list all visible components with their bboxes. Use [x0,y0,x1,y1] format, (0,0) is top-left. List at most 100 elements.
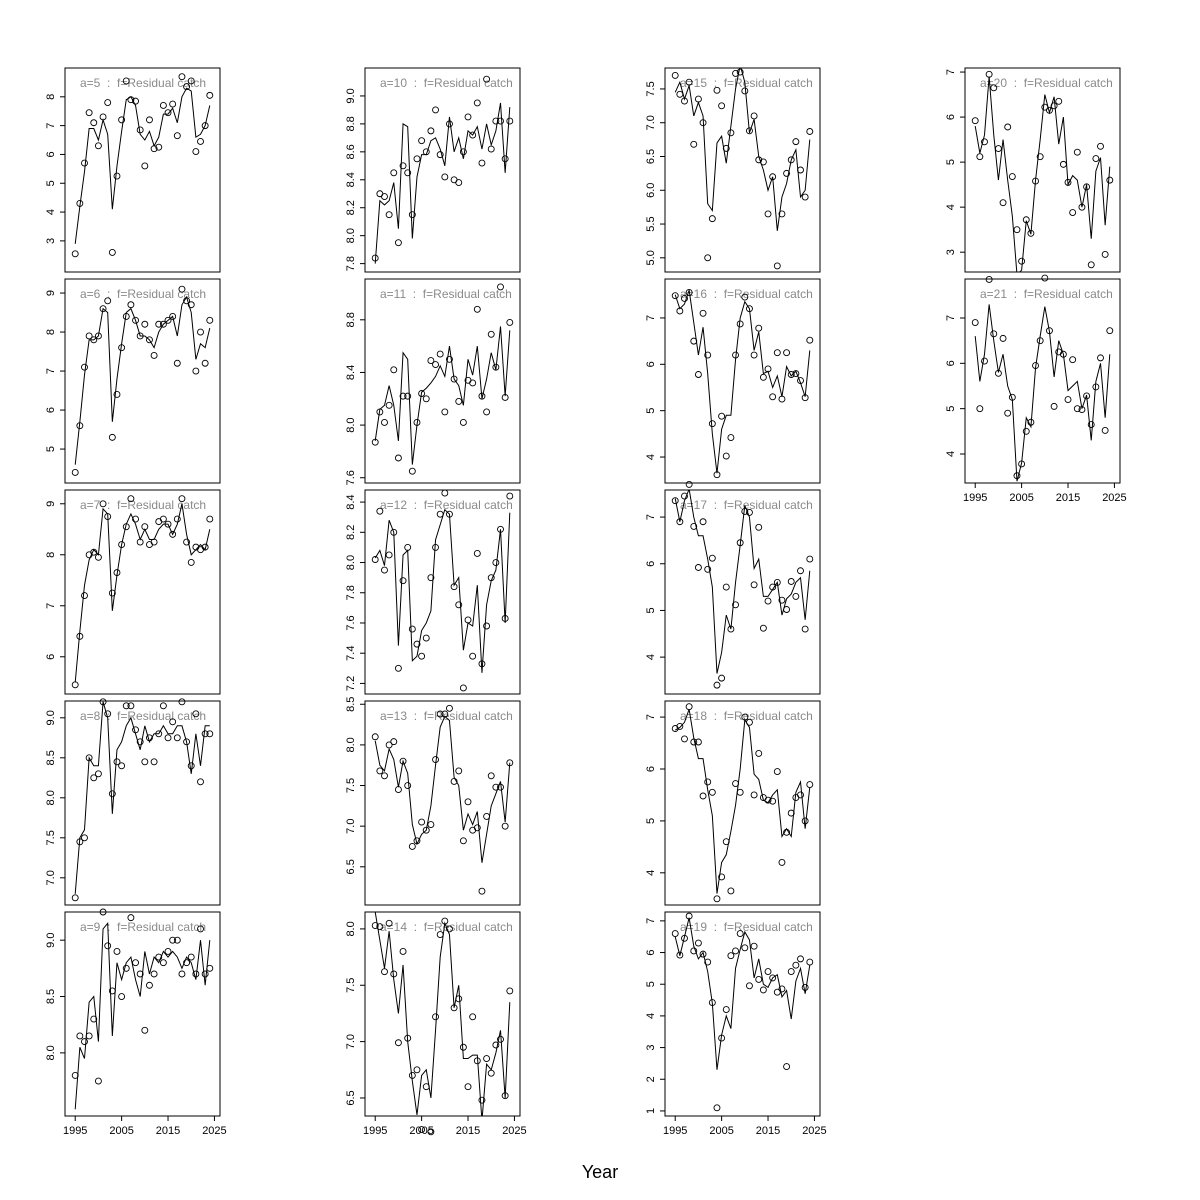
data-point [441,489,449,497]
plot-frame [64,700,221,906]
data-point [473,99,481,107]
fitted-line [74,87,211,244]
y-tick-label: 7.0 [45,870,57,885]
data-point [801,983,809,991]
data-point [473,550,481,557]
y-tick-label: 7 [645,714,657,720]
data-point [685,288,693,296]
data-point [118,762,126,770]
panel: a=6 : f=Residual catch 5 6 7 8 9 [45,278,221,484]
data-point [159,959,167,967]
data-point [141,162,149,170]
y-tick-label: 8.0 [345,417,357,432]
data-point [146,336,153,344]
data-point [1064,396,1072,404]
data-point [801,625,809,633]
data-point [769,974,777,982]
data-point [778,395,786,403]
panel-title: a=6 : f=Residual catch [80,287,206,301]
data-point [1087,261,1095,269]
fitted-line [674,289,811,474]
data-point [1069,209,1077,217]
data-point [113,758,121,766]
y-tick-label: 9 [45,290,57,296]
data-point [787,156,795,164]
data-point [690,522,698,530]
plot-frame [964,278,1121,484]
data-point [192,710,200,718]
data-point [164,947,172,955]
data-point [113,172,121,180]
data-point [487,330,495,338]
panel-title: a=10 : f=Residual catch [380,76,513,90]
y-tick-label: 4 [645,654,657,660]
plot-frame [964,67,1121,273]
data-point [183,538,191,546]
panel-title: a=5 : f=Residual catch [80,76,206,90]
data-point [159,515,167,523]
data-point [773,262,781,270]
data-point [371,556,379,563]
y-tick-label: 6 [645,766,657,772]
data-point [501,155,509,163]
y-tick-label: 5 [45,446,57,452]
data-point [432,1013,439,1021]
y-tick-label: 8.0 [345,228,357,243]
y-tick-label: 5 [45,180,57,186]
data-point [399,162,407,170]
data-point [459,1043,467,1051]
data-point [81,834,88,842]
y-tick-label: 6.0 [645,183,657,198]
data-point [750,351,758,359]
x-tick-label: 1995 [63,1125,87,1137]
x-tick-label: 2025 [202,1125,226,1137]
data-point [464,616,472,624]
panel: a=12 : f=Residual catch 7.2 7.4 7.6 7.8 8.0 8.… [345,489,521,695]
data-point [385,211,393,219]
data-point [1073,405,1081,413]
data-point [727,129,735,137]
y-tick-label: 7 [45,603,57,609]
data-point [104,297,112,305]
y-tick-label: 6 [45,151,57,157]
data-point [155,320,163,328]
data-point [169,936,177,944]
data-point [469,1013,477,1021]
data-point [99,908,107,916]
data-point [399,947,407,955]
data-point [736,930,744,937]
data-point [446,704,453,712]
data-point [492,559,500,566]
data-point [201,359,209,367]
data-point [1036,153,1044,161]
x-tick-label: 2005 [109,1125,133,1137]
y-tick-label: 8.4 [345,365,357,380]
data-point [797,955,804,963]
data-point [155,953,163,961]
y-tick-label: 3 [45,238,57,244]
data-point [727,952,735,960]
y-tick-label: 4 [645,454,657,460]
y-tick-label: 8 [45,552,57,558]
data-point [971,319,979,326]
data-point [206,515,214,523]
data-point [381,772,388,780]
y-tick-label: 8.0 [45,790,57,805]
data-point [173,734,181,742]
y-tick-label: 7.6 [345,615,357,630]
x-tick-label: 2025 [802,1125,826,1137]
data-point [676,951,684,959]
data-point [1050,402,1058,410]
data-point [164,316,172,324]
data-point [478,1096,486,1104]
data-point [708,420,716,428]
data-point [150,758,158,766]
data-point [718,873,726,881]
data-point [797,567,804,575]
y-tick-label: 5.5 [645,216,657,231]
data-point [676,90,684,98]
data-point [792,138,800,146]
fitted-line [74,295,211,465]
data-point [671,497,679,505]
y-tick-label: 7.0 [345,1034,357,1049]
